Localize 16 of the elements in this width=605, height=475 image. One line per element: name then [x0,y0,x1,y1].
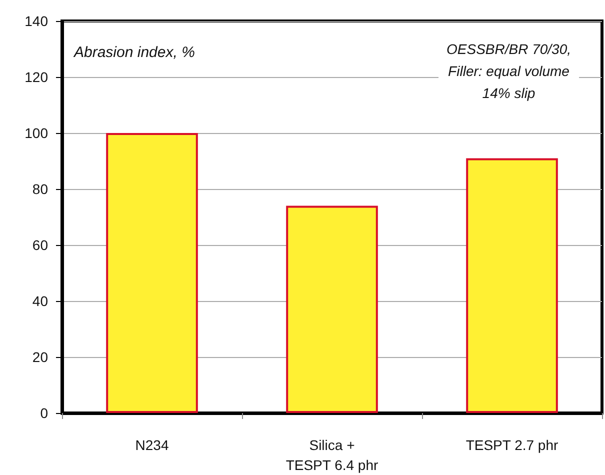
bar [286,206,378,413]
y-tick-label: 100 [24,125,48,141]
y-tick-label: 20 [32,349,48,365]
y-tick-label: 60 [32,237,48,253]
y-axis-title: Abrasion index, % [73,44,195,61]
x-tick-label: Silica + TESPT 6.4 phr [286,437,379,473]
x-tick-label: TESPT 2.7 phr [466,437,559,453]
x-tick-label: N234 [135,437,169,453]
y-tick-label: 0 [40,405,48,421]
y-tick-label: 140 [24,13,48,29]
bar [466,158,558,413]
annotation: OESSBR/BR 70/30, Filler: equal volume 14% slip [446,41,572,101]
y-tick-label: 40 [32,293,48,309]
y-tick-label: 120 [24,69,48,85]
bar [106,133,198,413]
y-tick-label: 80 [32,181,48,197]
